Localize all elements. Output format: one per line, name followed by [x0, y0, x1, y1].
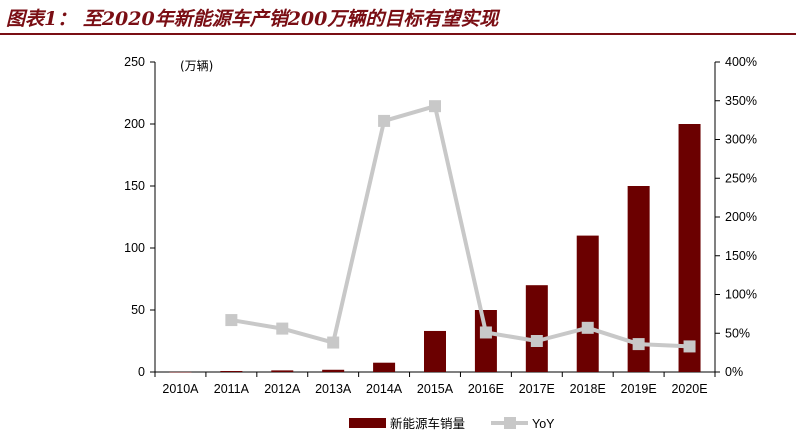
right-tick-label: 150%: [725, 249, 757, 263]
yoy-marker: [378, 114, 391, 127]
bar: [678, 124, 701, 372]
right-tick-label: 0%: [725, 365, 743, 379]
bar: [322, 369, 345, 372]
right-tick-label: 100%: [725, 288, 757, 302]
yoy-marker: [479, 326, 492, 339]
yoy-marker: [683, 340, 696, 353]
legend-label-bar: 新能源车销量: [390, 416, 465, 431]
bar: [525, 285, 548, 372]
legend: 新能源车销量 YoY: [349, 416, 555, 431]
bar: [373, 362, 396, 372]
yoy-marker: [632, 338, 645, 351]
title-divider: [0, 33, 796, 35]
bar-series: [169, 124, 701, 373]
legend-label-line: YoY: [532, 417, 555, 431]
left-tick-label: 150: [124, 179, 145, 193]
left-tick-label: 0: [138, 365, 145, 379]
x-tick-label: 2015A: [417, 382, 454, 396]
bar: [627, 186, 650, 372]
bar: [220, 371, 243, 372]
x-tick-label: 2020E: [671, 382, 707, 396]
x-tick-label: 2018E: [570, 382, 606, 396]
bar: [576, 235, 599, 372]
yoy-line: [231, 104, 690, 349]
right-tick-label: 400%: [725, 55, 757, 69]
yoy-marker: [276, 322, 289, 335]
left-tick-label: 250: [124, 55, 145, 69]
x-tick-label: 2011A: [214, 382, 250, 396]
legend-swatch-bar: [349, 418, 386, 428]
yoy-marker: [327, 336, 340, 349]
yoy-marker: [581, 321, 594, 334]
left-tick-label: 50: [131, 303, 145, 317]
right-tick-label: 250%: [725, 171, 757, 185]
bar: [474, 310, 497, 372]
axes: 0 50 100 150 200 250 0% 50% 100% 150% 200% 250% 300%…: [124, 55, 757, 396]
line-series: [225, 100, 696, 353]
x-tick-label: 2014A: [366, 382, 403, 396]
x-tick-label: 2016E: [468, 382, 504, 396]
left-tick-label: 100: [124, 241, 145, 255]
x-tick-label: 2013A: [315, 382, 352, 396]
yoy-marker: [225, 314, 238, 327]
right-tick-label: 50%: [725, 326, 750, 340]
right-tick-label: 200%: [725, 210, 757, 224]
x-tick-label: 2010A: [162, 382, 199, 396]
right-tick-label: 300%: [725, 133, 757, 147]
bar: [271, 370, 294, 372]
x-tick-label: 2017E: [519, 382, 555, 396]
chart-title: 图表1： 至2020年新能源车产销200万辆的目标有望实现: [6, 8, 499, 30]
x-tick-label: 2012A: [264, 382, 301, 396]
right-tick-label: 350%: [725, 94, 757, 108]
x-tick-label: 2019E: [621, 382, 657, 396]
bar: [169, 371, 192, 373]
yoy-marker: [530, 335, 543, 347]
bar: [424, 330, 446, 372]
left-tick-label: 200: [124, 117, 145, 131]
legend-marker: [504, 417, 516, 429]
yoy-marker: [429, 100, 441, 113]
left-axis-unit: (万辆): [180, 59, 214, 73]
